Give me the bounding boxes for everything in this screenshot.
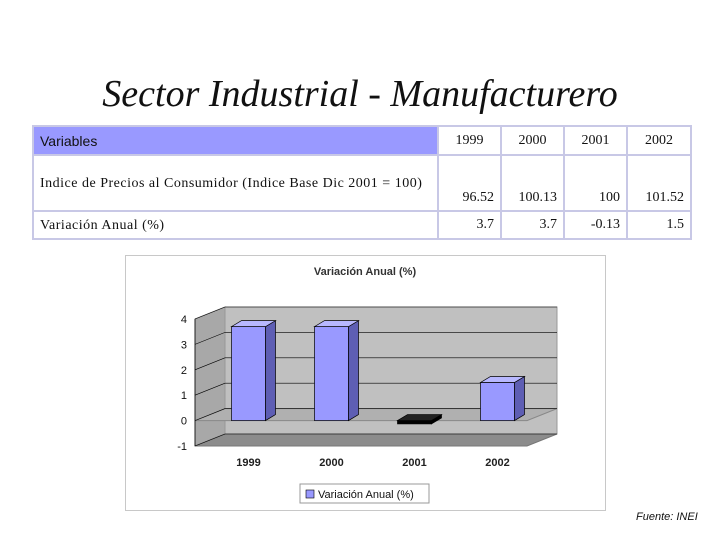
y-tick-label: 1: [181, 390, 187, 402]
header-year: 2001: [563, 125, 628, 156]
x-tick-label: 2001: [402, 457, 426, 469]
x-tick-label: 2000: [319, 457, 343, 469]
table-row: Indice de Precios al Consumidor (Indice …: [32, 154, 692, 212]
table-cell: 3.7: [437, 210, 502, 240]
bar-top: [396, 414, 443, 421]
bar-side: [514, 375, 525, 422]
row-label: Indice de Precios al Consumidor (Indice …: [32, 154, 439, 212]
legend-swatch: [305, 489, 315, 499]
page-title: Sector Industrial - Manufacturero: [102, 73, 618, 115]
source-note: Fuente: INEI: [636, 511, 698, 523]
table-cell: 101.52: [626, 154, 692, 212]
gridline: [194, 382, 557, 396]
y-tick-label: 2: [181, 365, 187, 377]
legend-entry: Variación Anual (%): [318, 489, 414, 501]
table-cell: 96.52: [437, 154, 502, 212]
table-header-row: Variables 1999 2000 2001 2002: [32, 125, 692, 156]
gridline: [194, 357, 557, 371]
bar-chart: Variación Anual (%) -1 0 1 2 3 4 1999 2000 2001 2…: [125, 255, 606, 511]
table-cell: -0.13: [563, 210, 628, 240]
table-cell: 100: [563, 154, 628, 212]
header-variables: Variables: [32, 125, 439, 156]
x-tick-label: 2002: [485, 457, 509, 469]
y-tick-label: -1: [177, 441, 187, 453]
y-tick-label: 0: [181, 416, 187, 428]
bar-top: [479, 376, 526, 383]
gridline: [194, 433, 557, 447]
gridline: [194, 332, 557, 345]
table-cell: 3.7: [500, 210, 565, 240]
row-label: Variación Anual (%): [32, 210, 439, 240]
y-tick-label: 3: [181, 339, 187, 351]
data-table: Variables 1999 2000 2001 2002 Indice de …: [32, 125, 692, 240]
bar-side: [348, 320, 359, 422]
bar-side: [265, 320, 276, 422]
side-wall: [194, 306, 226, 447]
x-tick-label: 1999: [236, 457, 260, 469]
table-cell: 1.5: [626, 210, 692, 240]
gridline: [194, 306, 557, 320]
legend-frame: [299, 483, 430, 504]
header-year: 2002: [626, 125, 692, 156]
bar: [314, 326, 349, 421]
bar-top: [230, 320, 277, 327]
chart-floor: [194, 433, 558, 447]
table-cell: 100.13: [500, 154, 565, 212]
bar: [480, 382, 515, 421]
gridline: [194, 408, 557, 421]
chart-title: Variación Anual (%): [314, 266, 417, 278]
bar: [231, 326, 266, 421]
header-year: 1999: [437, 125, 502, 156]
chart-legend: Variación Anual (%): [299, 483, 430, 504]
bar-top: [313, 320, 360, 327]
bar: [397, 420, 432, 425]
table-row: Variación Anual (%) 3.7 3.7 -0.13 1.5: [32, 210, 692, 240]
header-year: 2000: [500, 125, 565, 156]
y-tick-label: 4: [181, 314, 187, 326]
